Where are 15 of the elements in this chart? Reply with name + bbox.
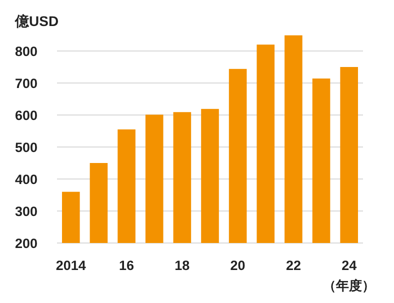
x-tick-label: 24 <box>342 258 358 273</box>
x-axis-title: （年度） <box>323 278 376 293</box>
x-tick-label: 16 <box>119 258 135 273</box>
y-tick-label: 400 <box>15 172 38 187</box>
y-axis-title: 億USD <box>14 13 59 29</box>
x-tick-label: 2014 <box>56 258 86 273</box>
x-tick-label: 22 <box>286 258 301 273</box>
y-tick-label: 800 <box>15 44 38 59</box>
y-tick-label: 600 <box>15 108 38 123</box>
y-tick-label: 700 <box>15 76 38 91</box>
y-tick-label: 200 <box>15 236 38 251</box>
x-tick-label: 20 <box>230 258 246 273</box>
x-tick-label: 18 <box>174 258 190 273</box>
y-tick-label: 300 <box>15 204 38 219</box>
y-tick-label: 500 <box>15 140 38 155</box>
